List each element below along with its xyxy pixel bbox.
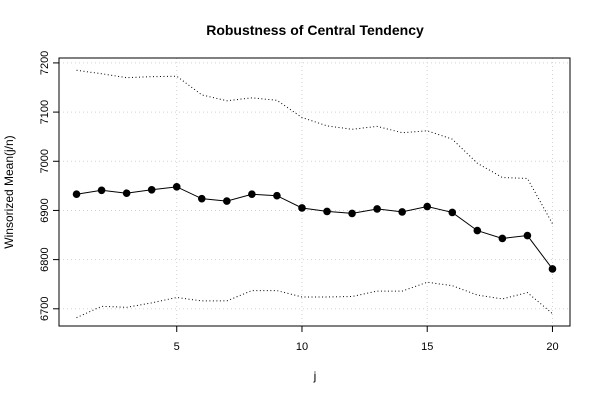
y-axis-label: Winsorized Mean(j/n) xyxy=(2,135,16,248)
x-tick-label: 5 xyxy=(174,341,180,353)
data-point xyxy=(248,190,256,199)
series-line-winsorized-mean xyxy=(76,186,553,270)
x-tick-label: 10 xyxy=(296,341,308,353)
y-tick-label: 7200 xyxy=(39,51,51,75)
data-point xyxy=(298,204,306,212)
y-axis: 6700 6800 6900 7000 7100 7200 xyxy=(39,51,59,321)
data-point xyxy=(273,191,281,200)
data-point xyxy=(548,265,557,273)
chart-title: Robustness of Central Tendency xyxy=(206,22,424,38)
y-tick-label: 6800 xyxy=(39,247,51,271)
x-axis: 5 10 15 20 xyxy=(174,326,559,353)
y-tick-label: 7000 xyxy=(39,149,51,173)
data-point xyxy=(373,205,381,213)
data-point xyxy=(523,231,532,240)
grid xyxy=(59,58,570,326)
x-tick-label: 15 xyxy=(421,341,433,353)
x-axis-label: j xyxy=(313,369,317,383)
data-point xyxy=(498,234,507,243)
y-tick-label: 7100 xyxy=(39,100,51,124)
data-point xyxy=(172,183,181,191)
data-point xyxy=(122,189,131,198)
plot-frame xyxy=(58,57,571,327)
series-layer xyxy=(72,69,557,319)
data-point xyxy=(473,226,482,235)
data-point xyxy=(348,209,356,218)
data-point xyxy=(323,207,331,216)
y-tick-label: 6900 xyxy=(39,198,51,222)
data-point xyxy=(398,208,406,216)
data-point xyxy=(448,208,457,217)
series-line-lower-bound xyxy=(76,281,553,319)
data-point xyxy=(197,194,206,203)
data-point xyxy=(223,197,231,205)
data-point xyxy=(97,186,106,195)
x-tick-label: 20 xyxy=(546,341,558,353)
y-tick-label: 6700 xyxy=(39,297,51,321)
data-point xyxy=(423,202,432,211)
data-point xyxy=(72,190,81,199)
data-point xyxy=(147,185,156,194)
